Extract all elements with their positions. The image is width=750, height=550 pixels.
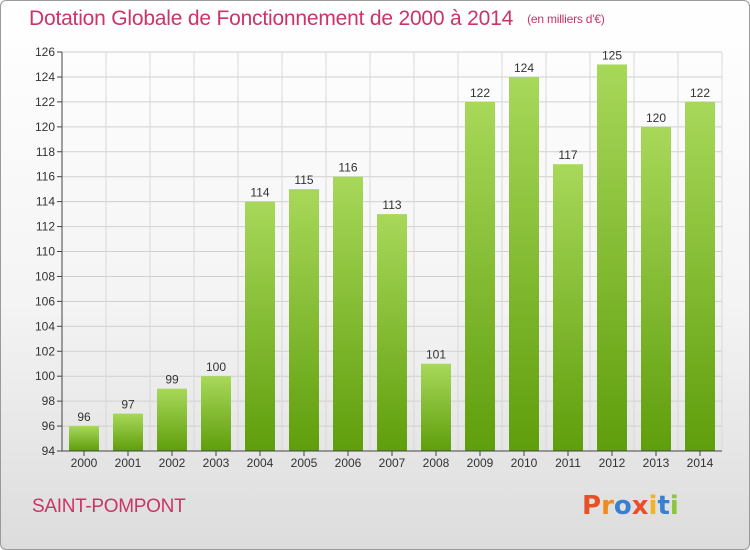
data-label: 124	[514, 61, 534, 75]
x-tick-label: 2001	[115, 456, 142, 470]
x-tick-label: 2005	[291, 456, 318, 470]
data-label: 120	[646, 111, 666, 125]
bar	[69, 426, 99, 451]
y-tick-label: 102	[35, 344, 55, 358]
data-label: 101	[426, 348, 446, 362]
y-tick-label: 96	[42, 419, 56, 433]
y-tick-label: 118	[36, 145, 55, 159]
logo-letter: t	[657, 491, 670, 521]
x-tick-label: 2007	[379, 456, 406, 470]
x-tick-label: 2000	[71, 456, 98, 470]
x-tick-label: 2004	[247, 456, 274, 470]
y-tick-label: 100	[35, 369, 55, 383]
bar	[553, 164, 583, 451]
y-tick-label: 94	[42, 444, 56, 458]
data-label: 117	[558, 148, 577, 162]
bar	[157, 388, 187, 451]
y-tick-label: 112	[36, 220, 55, 234]
y-tick-label: 104	[35, 319, 55, 333]
data-label: 122	[470, 86, 490, 100]
commune-name: SAINT-POMPONT	[32, 496, 186, 517]
bar	[377, 214, 407, 451]
chart-title: Dotation Globale de Fonctionnement de 20…	[29, 7, 605, 31]
data-label: 115	[294, 173, 313, 187]
x-tick-label: 2003	[203, 456, 230, 470]
y-tick-label: 108	[35, 269, 55, 283]
axes: 94 96 98 100 102 104 106 108 110 112 114 116 118 120 1…	[35, 45, 722, 470]
x-tick-label: 2009	[467, 456, 494, 470]
data-label: 97	[121, 398, 135, 412]
y-tick-label: 110	[36, 245, 55, 259]
logo-letter: x	[631, 491, 649, 521]
x-tick-label: 2013	[643, 456, 670, 470]
y-tick-label: 98	[42, 394, 56, 408]
y-tick-label: 126	[35, 45, 55, 59]
x-tick-label: 2011	[555, 456, 581, 470]
x-tick-label: 2010	[511, 456, 538, 470]
y-tick-label: 116	[36, 170, 55, 184]
bar	[641, 126, 671, 451]
x-tick-label: 2002	[159, 456, 186, 470]
bar	[597, 64, 627, 451]
data-label: 113	[382, 198, 401, 212]
logo-letter: i	[648, 491, 658, 521]
bar	[465, 101, 495, 451]
bars: 96 97 99 100 114 115 116 113 101 122 124 117 125 120 1…	[69, 48, 715, 451]
bar	[509, 76, 539, 451]
x-tick-label: 2006	[335, 456, 362, 470]
logo-letter: r	[601, 491, 614, 521]
logo-letter: P	[582, 491, 602, 521]
bar	[289, 189, 319, 451]
bar	[421, 363, 451, 451]
data-label: 96	[77, 410, 91, 424]
data-label: 114	[250, 186, 269, 200]
title-unit: (en milliers d'€)	[527, 12, 605, 26]
bar	[685, 101, 715, 451]
y-tick-label: 120	[35, 120, 55, 134]
logo-letter: o	[613, 491, 632, 521]
x-tick-label: 2008	[423, 456, 450, 470]
title-text: Dotation Globale de Fonctionnement de 20…	[29, 7, 514, 30]
proxiti-logo: Proxiti	[582, 491, 679, 521]
data-label: 100	[206, 360, 226, 374]
data-label: 122	[690, 86, 710, 100]
y-tick-label: 122	[35, 95, 55, 109]
bar	[201, 376, 231, 451]
bar	[245, 201, 275, 451]
data-label: 116	[338, 161, 357, 175]
logo-letter: i	[669, 491, 679, 521]
x-tick-label: 2014	[687, 456, 714, 470]
data-label: 99	[165, 373, 179, 387]
data-label: 125	[602, 48, 622, 62]
x-tick-label: 2012	[599, 456, 626, 470]
y-tick-label: 114	[36, 195, 55, 209]
y-tick-label: 106	[35, 294, 55, 308]
bar	[333, 176, 363, 451]
y-tick-label: 124	[35, 70, 55, 84]
bar	[113, 413, 143, 451]
